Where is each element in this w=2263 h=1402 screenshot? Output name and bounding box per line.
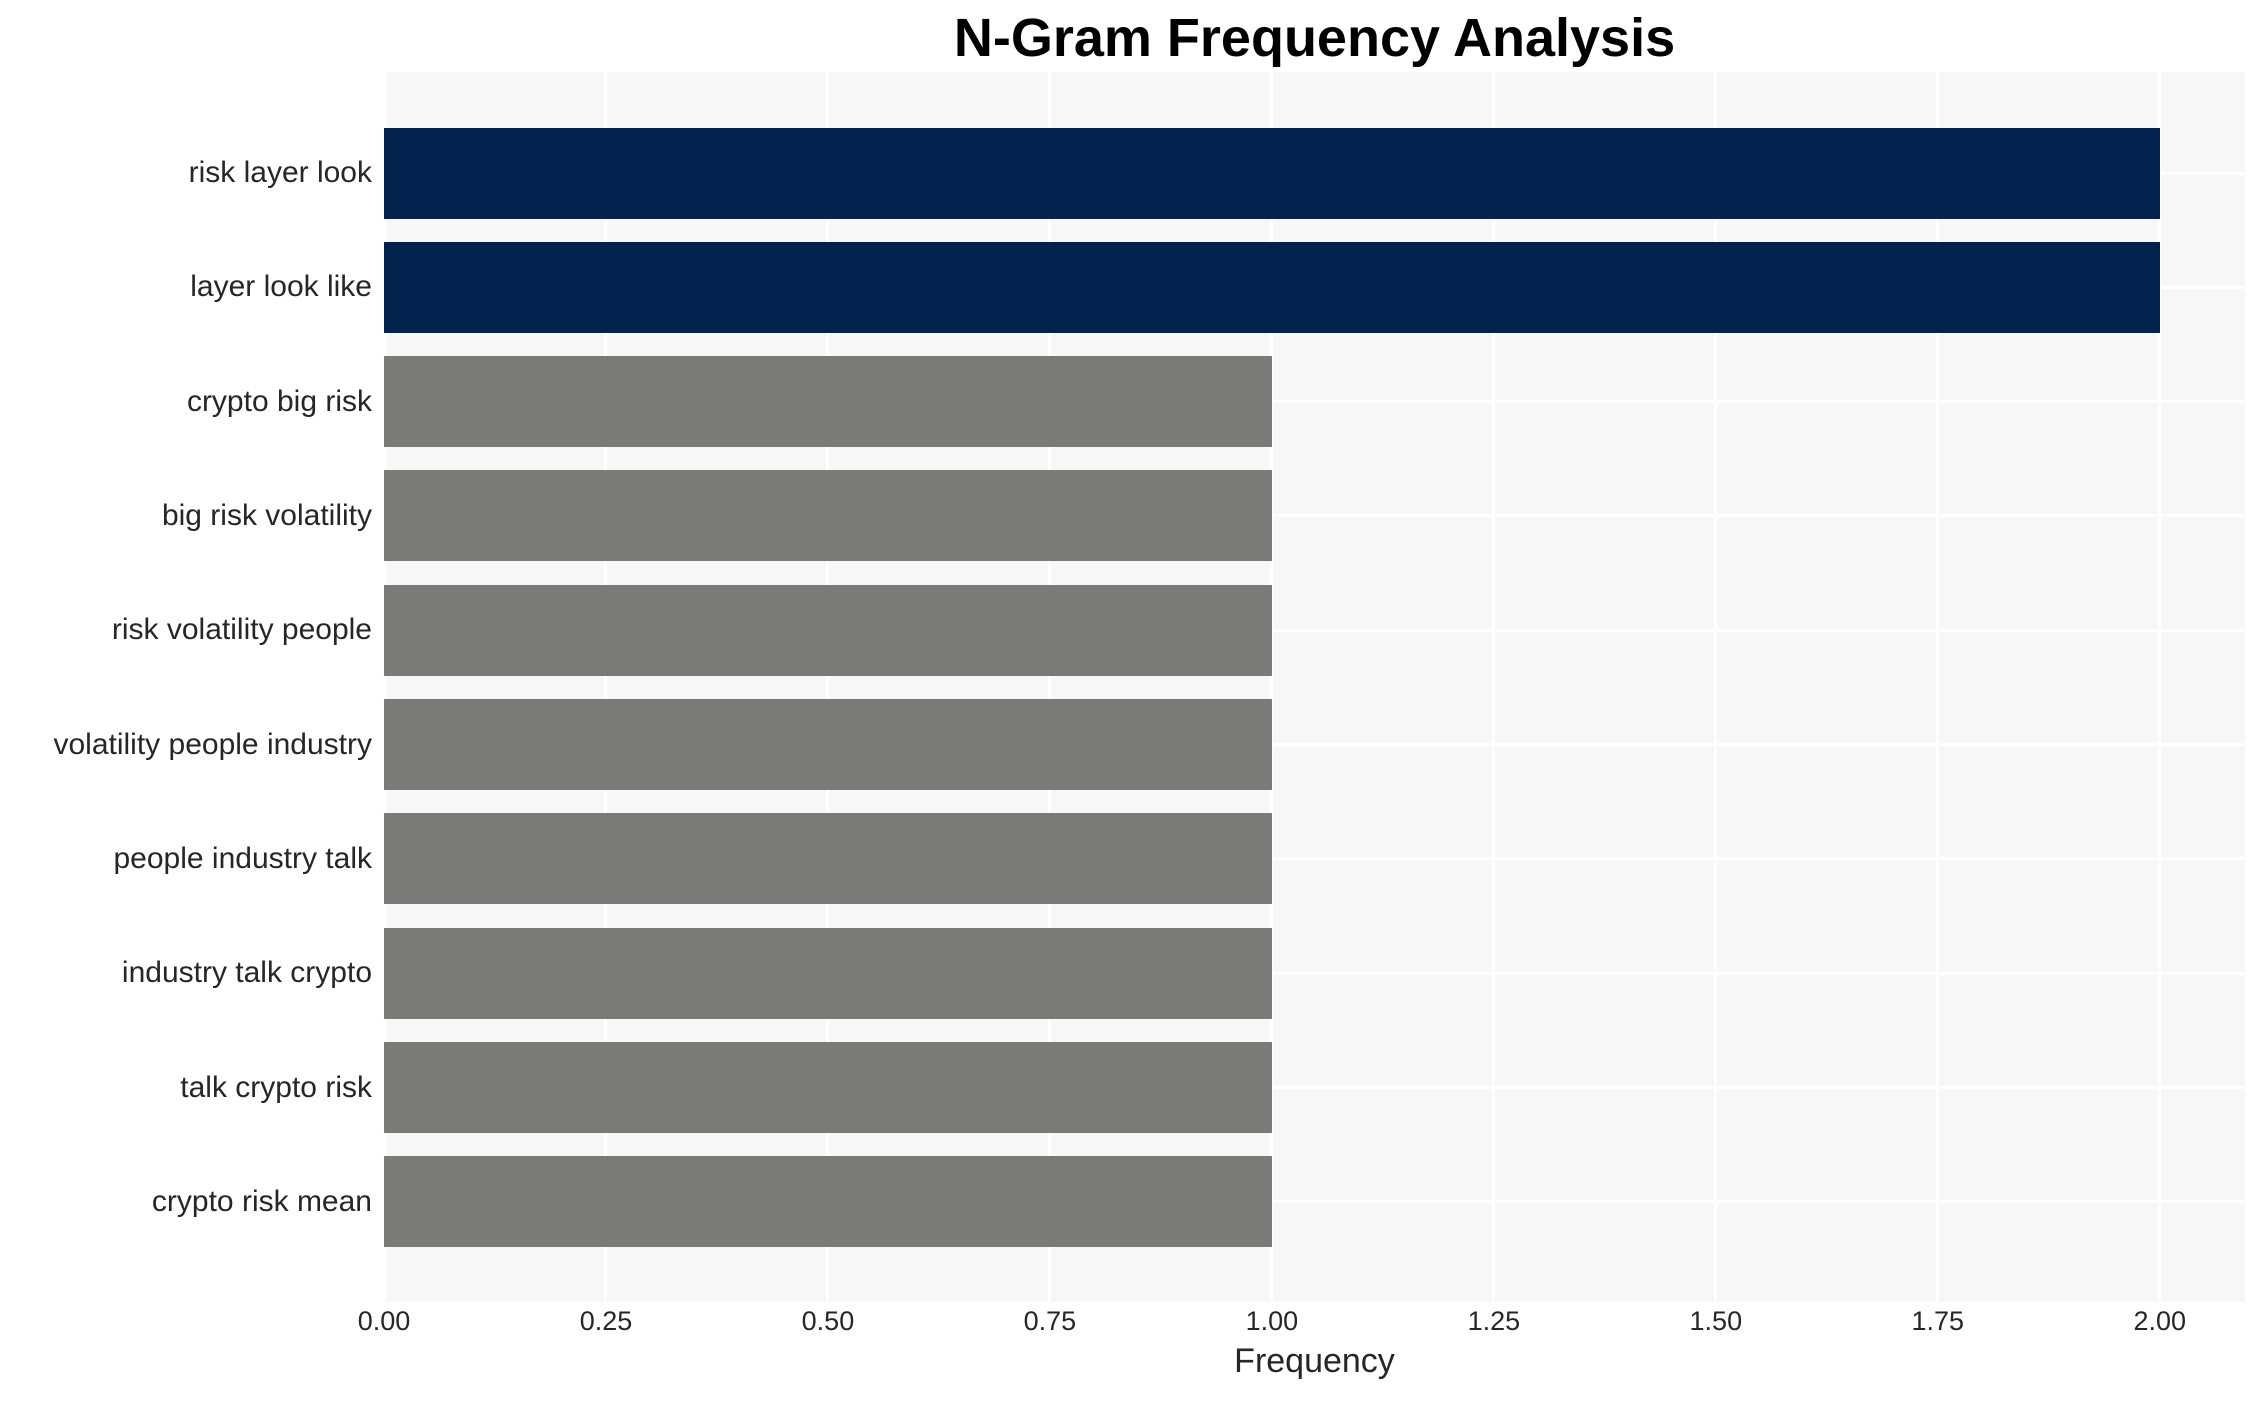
y-tick-label: big risk volatility [161, 498, 372, 532]
bar [384, 1042, 1272, 1134]
y-tick-label: industry talk crypto [121, 956, 372, 990]
x-tick-label: 1.25 [1467, 1306, 1521, 1336]
grid-line-horizontal [384, 400, 2245, 404]
grid-line-vertical [382, 72, 386, 1302]
grid-line-horizontal [384, 971, 2245, 975]
y-tick-label: volatility people industry [53, 727, 372, 761]
grid-line-vertical [1048, 72, 1052, 1302]
grid-line-horizontal [384, 743, 2245, 747]
grid-line-vertical [1936, 72, 1940, 1302]
grid-line-vertical [1492, 72, 1496, 1302]
y-tick-label: risk layer look [188, 156, 372, 189]
x-tick-label: 1.75 [1911, 1306, 1965, 1336]
bar [384, 127, 2160, 219]
plot-area [382, 72, 2245, 1302]
x-tick-label: 0.75 [1023, 1306, 1077, 1336]
y-tick-label: risk volatility people [111, 613, 372, 647]
grid-line-horizontal [384, 857, 2245, 861]
bar [384, 241, 2160, 333]
x-tick-label: 2.00 [2133, 1306, 2187, 1336]
y-tick-label: crypto big risk [186, 384, 372, 418]
grid-line-vertical [2158, 72, 2162, 1302]
x-tick-label: 0.50 [801, 1306, 855, 1336]
grid-line-horizontal [384, 1200, 2245, 1204]
bar [384, 927, 1272, 1019]
grid-line-vertical [1714, 72, 1718, 1302]
grid-line-vertical [826, 72, 830, 1302]
chart-title: N-Gram Frequency Analysis [953, 8, 1676, 68]
y-tick-label: crypto risk mean [151, 1184, 372, 1218]
grid-line-horizontal [384, 628, 2245, 632]
y-tick-label: talk crypto risk [180, 1070, 372, 1104]
x-tick-label: 0.25 [579, 1306, 633, 1336]
grid-line-vertical [1270, 72, 1274, 1302]
y-tick-label: people industry talk [113, 841, 373, 875]
grid-line-horizontal [384, 514, 2245, 518]
y-tick-label: layer look like [190, 270, 372, 304]
bar [384, 813, 1272, 905]
bar [384, 584, 1272, 676]
bar [384, 1156, 1272, 1248]
bar [384, 699, 1272, 791]
x-tick-label: 1.00 [1245, 1306, 1299, 1336]
x-tick-label: 1.50 [1689, 1306, 1743, 1336]
bar [384, 356, 1272, 448]
x-tick-label: 0.00 [357, 1306, 411, 1336]
grid-line-horizontal [384, 1086, 2245, 1090]
grid-line-vertical [604, 72, 608, 1302]
bar [384, 470, 1272, 562]
x-axis-label: Frequency [1234, 1342, 1395, 1380]
